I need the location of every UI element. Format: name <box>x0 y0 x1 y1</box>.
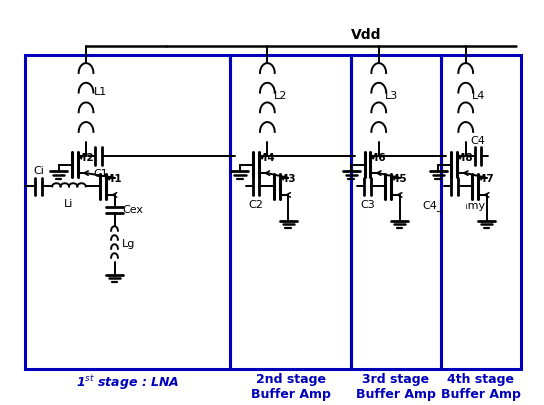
Text: C3: C3 <box>360 200 375 210</box>
Text: M8: M8 <box>455 153 473 163</box>
Text: L2: L2 <box>274 91 287 101</box>
Text: 3rd stage
Buffer Amp: 3rd stage Buffer Amp <box>356 373 436 401</box>
Text: Vdd: Vdd <box>351 28 381 42</box>
Text: C1: C1 <box>93 169 108 179</box>
Text: M1: M1 <box>104 175 122 185</box>
Text: M4: M4 <box>257 153 275 163</box>
Text: M2: M2 <box>76 153 93 163</box>
Text: 4th stage
Buffer Amp: 4th stage Buffer Amp <box>441 373 521 401</box>
Text: L3: L3 <box>385 91 399 101</box>
Text: L1: L1 <box>94 87 107 96</box>
Text: M6: M6 <box>368 153 386 163</box>
Text: Ci: Ci <box>33 166 44 176</box>
Text: Cex: Cex <box>122 205 143 215</box>
Text: 2nd stage
Buffer Amp: 2nd stage Buffer Amp <box>251 373 330 401</box>
Text: C4_dummy: C4_dummy <box>423 200 486 211</box>
Bar <box>26 55 230 369</box>
Text: M7: M7 <box>476 175 494 185</box>
Text: M5: M5 <box>389 175 407 185</box>
Bar <box>441 55 521 369</box>
Bar <box>351 55 441 369</box>
Text: 1$^{st}$ stage : LNA: 1$^{st}$ stage : LNA <box>76 373 180 392</box>
Text: Lg: Lg <box>122 239 135 249</box>
Text: Li: Li <box>64 199 73 209</box>
Text: C4: C4 <box>471 136 485 145</box>
Text: C2: C2 <box>249 200 263 210</box>
Text: M3: M3 <box>278 175 295 185</box>
Text: L4: L4 <box>472 91 486 101</box>
Bar <box>230 55 351 369</box>
